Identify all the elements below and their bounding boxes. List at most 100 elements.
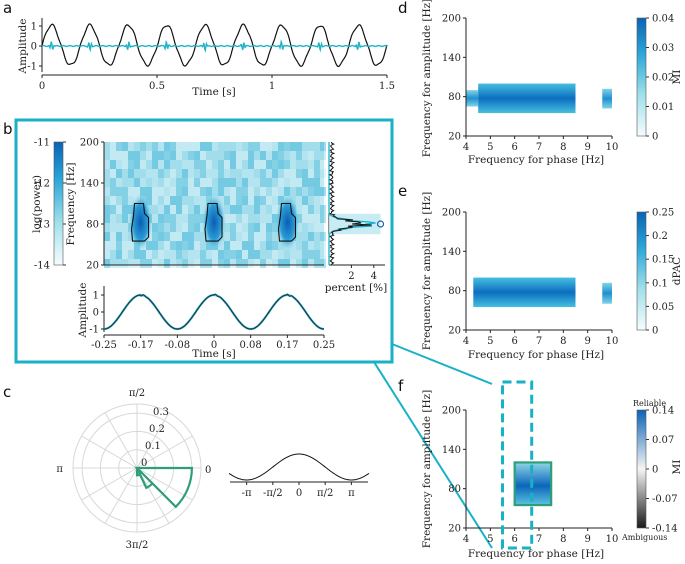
tick-label-phase-y: 1 bbox=[93, 291, 99, 302]
tf-cell bbox=[230, 151, 236, 160]
tf-cell bbox=[110, 214, 116, 223]
tf-cell bbox=[176, 232, 182, 241]
pac-block bbox=[602, 88, 612, 109]
tf-cell bbox=[134, 178, 140, 187]
tick-label-cw-x: π/2 bbox=[317, 488, 333, 499]
colorbar-tick-label: 0.14 bbox=[652, 406, 674, 417]
polar-label-pi2: π/2 bbox=[129, 388, 145, 399]
tf-cell bbox=[320, 214, 326, 223]
tf-cell bbox=[116, 214, 122, 223]
tf-cell bbox=[122, 169, 128, 178]
tf-cell bbox=[170, 232, 176, 241]
tf-cell bbox=[242, 232, 248, 241]
tf-cell bbox=[182, 196, 188, 205]
pac-block bbox=[602, 282, 612, 304]
tf-cell bbox=[206, 142, 212, 151]
tf-cell bbox=[128, 151, 134, 160]
tf-cell bbox=[272, 169, 278, 178]
colorbar-tick-label: 0.15 bbox=[652, 255, 674, 266]
tf-cell bbox=[248, 151, 254, 160]
axis-phase-xlabel: Time [s] bbox=[192, 348, 235, 360]
tf-cell bbox=[242, 169, 248, 178]
tf-cell bbox=[218, 178, 224, 187]
tf-cell bbox=[200, 259, 206, 268]
tf-cell bbox=[188, 259, 194, 268]
tf-cell bbox=[152, 241, 158, 250]
tf-cell bbox=[110, 142, 116, 151]
tf-cell bbox=[248, 160, 254, 169]
tf-cell bbox=[302, 232, 308, 241]
tf-cell bbox=[278, 160, 284, 169]
spectrum-filtered-line bbox=[328, 142, 376, 265]
tf-cell bbox=[260, 178, 266, 187]
tf-cell bbox=[224, 196, 230, 205]
panel-b-colorbar: -11 -12 -13 -14 log(power) bbox=[31, 138, 66, 272]
tick-label-x: 6 bbox=[511, 142, 517, 153]
tf-cell bbox=[116, 232, 122, 241]
axis-e-xlabel: Frequency for phase [Hz] bbox=[468, 349, 604, 361]
tick-label-y: 20 bbox=[448, 132, 461, 143]
tf-cell bbox=[278, 250, 284, 259]
tf-cell bbox=[134, 160, 140, 169]
tf-cell bbox=[194, 232, 200, 241]
tf-cell bbox=[272, 259, 278, 268]
tf-cell bbox=[158, 151, 164, 160]
tf-cell bbox=[302, 142, 308, 151]
tf-cell bbox=[206, 250, 212, 259]
colorbar-f-label: MI bbox=[671, 460, 683, 475]
tf-cell bbox=[170, 151, 176, 160]
tf-cell bbox=[224, 241, 230, 250]
tick-label-cb-b: -12 bbox=[34, 179, 50, 190]
axis-d-xlabel: Frequency for phase [Hz] bbox=[468, 154, 604, 166]
tf-cell bbox=[104, 151, 110, 160]
tf-cell bbox=[188, 250, 194, 259]
tf-cell bbox=[110, 178, 116, 187]
tf-cell bbox=[128, 241, 134, 250]
reference-cosine-line bbox=[228, 453, 370, 481]
tf-cell bbox=[314, 241, 320, 250]
tf-cell bbox=[110, 151, 116, 160]
tf-cell bbox=[272, 232, 278, 241]
tf-burst-contour bbox=[204, 202, 223, 242]
tf-cell bbox=[146, 142, 152, 151]
tick-label-x: 4 bbox=[463, 534, 469, 545]
tf-cell bbox=[122, 205, 128, 214]
tf-cell bbox=[266, 259, 272, 268]
colorbar-tick-label: 0.02 bbox=[652, 73, 674, 84]
tf-cell bbox=[116, 160, 122, 169]
polar-label-3pi2: 3π/2 bbox=[126, 540, 149, 551]
tf-cell bbox=[140, 250, 146, 259]
tf-cell bbox=[152, 232, 158, 241]
tf-cell bbox=[110, 259, 116, 268]
tf-cell bbox=[302, 214, 308, 223]
tf-cell bbox=[182, 241, 188, 250]
tf-cell bbox=[104, 196, 110, 205]
tf-cell bbox=[140, 259, 146, 268]
tf-cell bbox=[236, 205, 242, 214]
tf-cell bbox=[290, 169, 296, 178]
tf-cell bbox=[278, 169, 284, 178]
tf-cell bbox=[194, 214, 200, 223]
tf-cell bbox=[242, 178, 248, 187]
tf-cell bbox=[284, 259, 290, 268]
spectrum-raw-line bbox=[328, 142, 372, 266]
colorbar-f-bottom-label: Ambiguous bbox=[621, 533, 667, 542]
colorbar bbox=[636, 409, 647, 529]
polar-radial-tick-label: 0 bbox=[141, 458, 147, 469]
tf-cell bbox=[128, 142, 134, 151]
tick-label-tf-y: 20 bbox=[86, 261, 99, 272]
tf-cell bbox=[104, 259, 110, 268]
tf-cell bbox=[296, 142, 302, 151]
tf-cell bbox=[188, 169, 194, 178]
tf-cell bbox=[290, 160, 296, 169]
tf-cell bbox=[260, 151, 266, 160]
tf-cell bbox=[296, 205, 302, 214]
tf-cell bbox=[158, 223, 164, 232]
tick-label-a-y: 1 bbox=[31, 22, 37, 33]
tf-cell bbox=[152, 250, 158, 259]
tick-label-x: 8 bbox=[560, 336, 566, 347]
tf-cell bbox=[290, 142, 296, 151]
tf-cell bbox=[320, 142, 326, 151]
tf-cell bbox=[146, 178, 152, 187]
tf-cell bbox=[152, 214, 158, 223]
